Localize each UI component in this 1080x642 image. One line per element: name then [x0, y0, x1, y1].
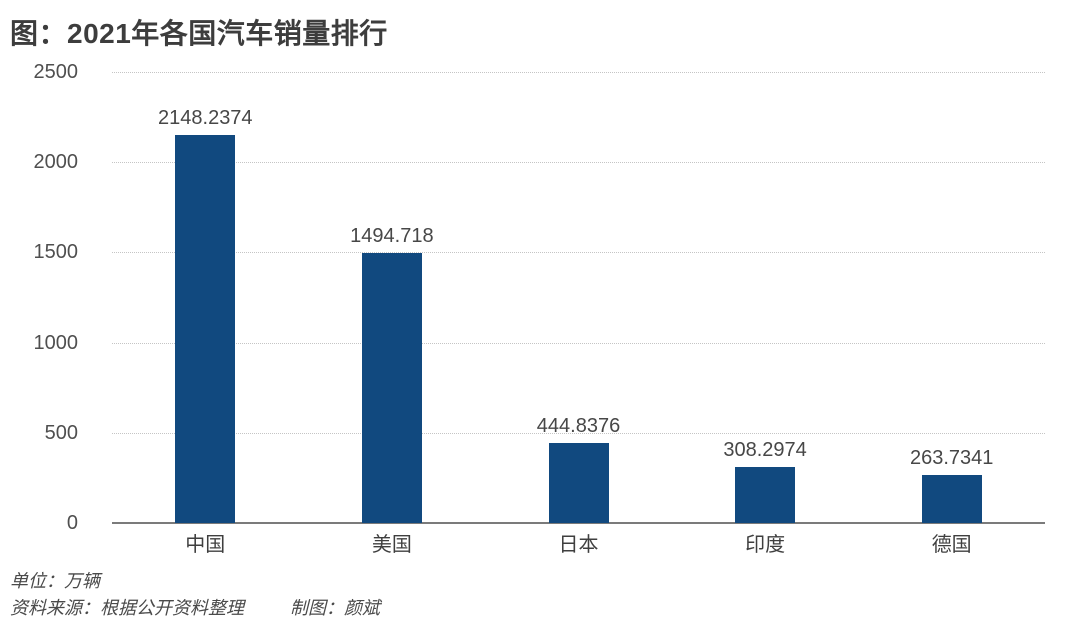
credit-note: 制图：颜斌: [290, 598, 380, 618]
gridline-1000: [112, 342, 1045, 344]
x-category-label-美国: 美国: [371, 534, 412, 556]
value-label-日本: 444.8376: [536, 414, 621, 437]
value-label-美国: 1494.718: [350, 225, 434, 248]
bar-日本: [548, 442, 609, 523]
y-tick-label-1000: 1000: [33, 331, 79, 354]
chart-footer: 单位：万辆 资料来源：根据公开资料整理 制图：颜斌: [10, 568, 380, 622]
x-category-label-印度: 印度: [745, 534, 786, 556]
gridline-1500: [112, 252, 1045, 254]
y-tick-label-2000: 2000: [33, 151, 79, 174]
source-note: 资料来源：根据公开资料整理: [10, 598, 244, 618]
y-tick-label-0: 0: [66, 512, 78, 534]
bar-印度: [735, 467, 796, 523]
x-category-label-中国: 中国: [185, 534, 226, 556]
unit-note: 单位：万辆: [10, 571, 100, 591]
source-line: 资料来源：根据公开资料整理 制图：颜斌: [10, 595, 380, 622]
bar-德国: [921, 475, 982, 523]
value-label-印度: 308.2974: [723, 439, 807, 462]
bar-美国: [361, 253, 422, 523]
x-axis-baseline: [112, 522, 1045, 524]
value-label-德国: 263.7341: [909, 447, 994, 470]
x-category-label-日本: 日本: [558, 534, 599, 556]
gridline-2500: [112, 72, 1045, 73]
chart-title: 图：2021年各国汽车销量排行: [10, 18, 388, 49]
value-label-中国: 2148.2374: [158, 107, 253, 130]
y-tick-label-1500: 1500: [33, 241, 79, 264]
gridline-2000: [112, 162, 1045, 164]
x-category-label-德国: 德国: [931, 534, 972, 556]
y-tick-label-500: 500: [44, 421, 78, 444]
y-tick-label-2500: 2500: [33, 61, 79, 83]
gridline-500: [112, 432, 1045, 434]
bar-中国: [175, 135, 236, 523]
